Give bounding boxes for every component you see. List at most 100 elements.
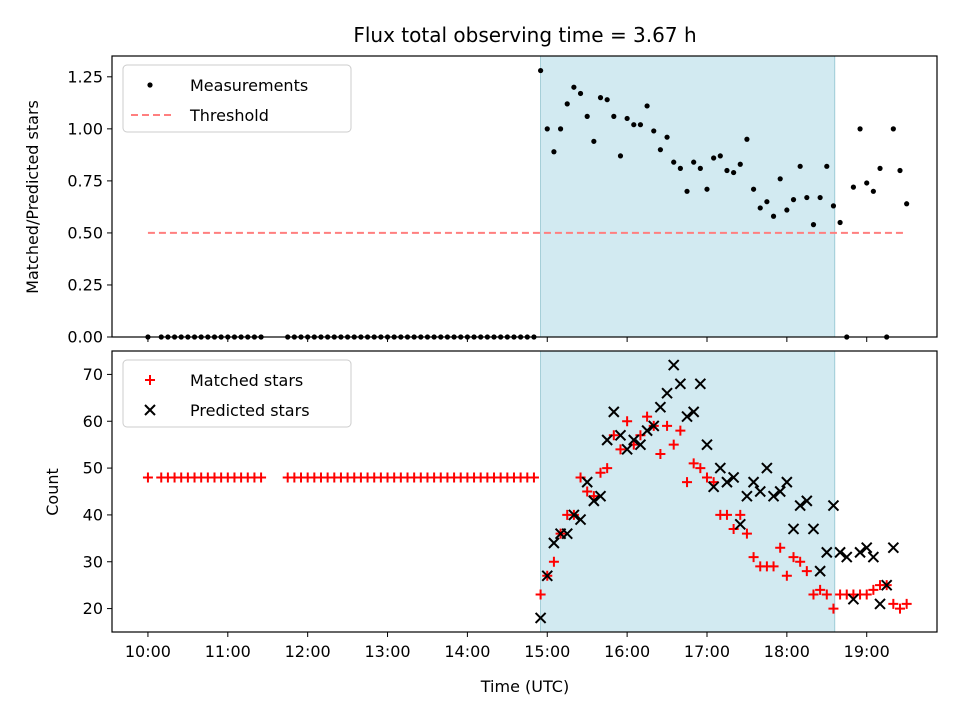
data-point (794, 499, 806, 512)
data-point (651, 128, 657, 134)
data-point (611, 113, 617, 119)
data-point (867, 551, 880, 563)
data-point (870, 188, 876, 194)
legend-marker-plus (145, 375, 155, 385)
y-tick-label: 40 (83, 505, 103, 524)
data-point (777, 176, 783, 182)
data-point (591, 138, 597, 144)
legend-box (122, 359, 352, 428)
data-point (828, 603, 839, 614)
legend-marker-dot (147, 82, 153, 88)
legend: Measurements Threshold (122, 64, 352, 133)
bottom-panel: 20 30 40 50 60 70 10:00 11:00 12:00 13:00 14:00 15:… (83, 350, 938, 661)
data-point (731, 169, 737, 176)
data-point (684, 188, 690, 194)
data-point (641, 424, 653, 437)
data-point (854, 546, 866, 559)
y-tick-label: 20 (83, 599, 103, 618)
data-point (707, 481, 720, 493)
data-point (807, 523, 820, 535)
data-point (548, 556, 559, 567)
x-tick-label: 17:00 (684, 642, 730, 661)
data-point (801, 495, 813, 507)
data-point (861, 589, 872, 600)
legend-label: Measurements (190, 76, 308, 95)
data-point (528, 472, 539, 483)
data-point (714, 462, 727, 474)
data-point (654, 401, 667, 413)
data-point (582, 486, 593, 497)
data-point (901, 598, 912, 609)
y-tick-label: 0.75 (67, 171, 103, 190)
data-point (821, 546, 833, 559)
bottom-y-axis-label: Count (43, 468, 62, 516)
data-point (781, 570, 792, 581)
data-point (767, 490, 780, 502)
data-point (631, 122, 637, 128)
data-point (622, 416, 633, 427)
data-point (655, 449, 666, 460)
y-tick-label: 1.25 (67, 67, 103, 86)
y-tick-label: 1.00 (67, 119, 103, 138)
data-point (584, 113, 590, 119)
data-point (691, 159, 697, 165)
x-tick-label: 18:00 (764, 642, 810, 661)
data-point (721, 476, 733, 488)
data-point (787, 523, 800, 535)
legend: Matched stars Predicted stars (122, 359, 352, 428)
data-point (804, 194, 810, 201)
data-point (837, 219, 843, 226)
data-point (597, 95, 604, 101)
data-point (737, 161, 743, 167)
data-point (774, 485, 786, 498)
data-point (674, 378, 687, 390)
y-tick-label: 30 (83, 552, 103, 571)
y-tick-label: 0.00 (67, 328, 103, 347)
data-point (821, 589, 832, 600)
plot-frame (111, 350, 938, 633)
data-point (644, 103, 650, 109)
y-tick-label: 60 (83, 412, 103, 431)
data-point (621, 443, 633, 456)
data-point (781, 476, 793, 488)
chart-title: Flux total observing time = 3.67 h (353, 23, 696, 47)
data-point (830, 203, 837, 209)
data-point (601, 434, 613, 446)
observing-window (540, 55, 836, 338)
data-point (894, 603, 905, 614)
data-point (675, 425, 686, 436)
data-point (741, 528, 752, 539)
data-point (877, 165, 883, 171)
data-point (795, 556, 806, 567)
data-point (808, 589, 819, 600)
y-tick-label: 70 (83, 365, 103, 384)
data-point (864, 180, 870, 186)
data-point (764, 199, 770, 205)
data-point (604, 97, 610, 103)
data-point (721, 509, 732, 520)
data-point (668, 439, 679, 450)
data-point (588, 495, 600, 507)
series-matched-stars (142, 411, 912, 614)
data-point (887, 541, 900, 554)
data-point (544, 126, 550, 132)
data-point (770, 213, 777, 219)
data-point (748, 552, 759, 563)
legend-label: Matched stars (190, 371, 303, 390)
data-point (897, 167, 903, 174)
data-point (624, 115, 630, 122)
data-point (827, 499, 840, 512)
data-point (857, 126, 863, 132)
data-point (617, 153, 624, 159)
legend-box (122, 64, 352, 133)
data-point (734, 518, 746, 530)
data-point (577, 90, 584, 97)
data-point (757, 205, 763, 211)
data-point (888, 598, 899, 609)
x-tick-label: 19:00 (844, 642, 890, 661)
data-point (628, 434, 640, 446)
data-point (750, 186, 757, 192)
data-point (801, 566, 812, 577)
legend-label: Predicted stars (190, 401, 310, 420)
